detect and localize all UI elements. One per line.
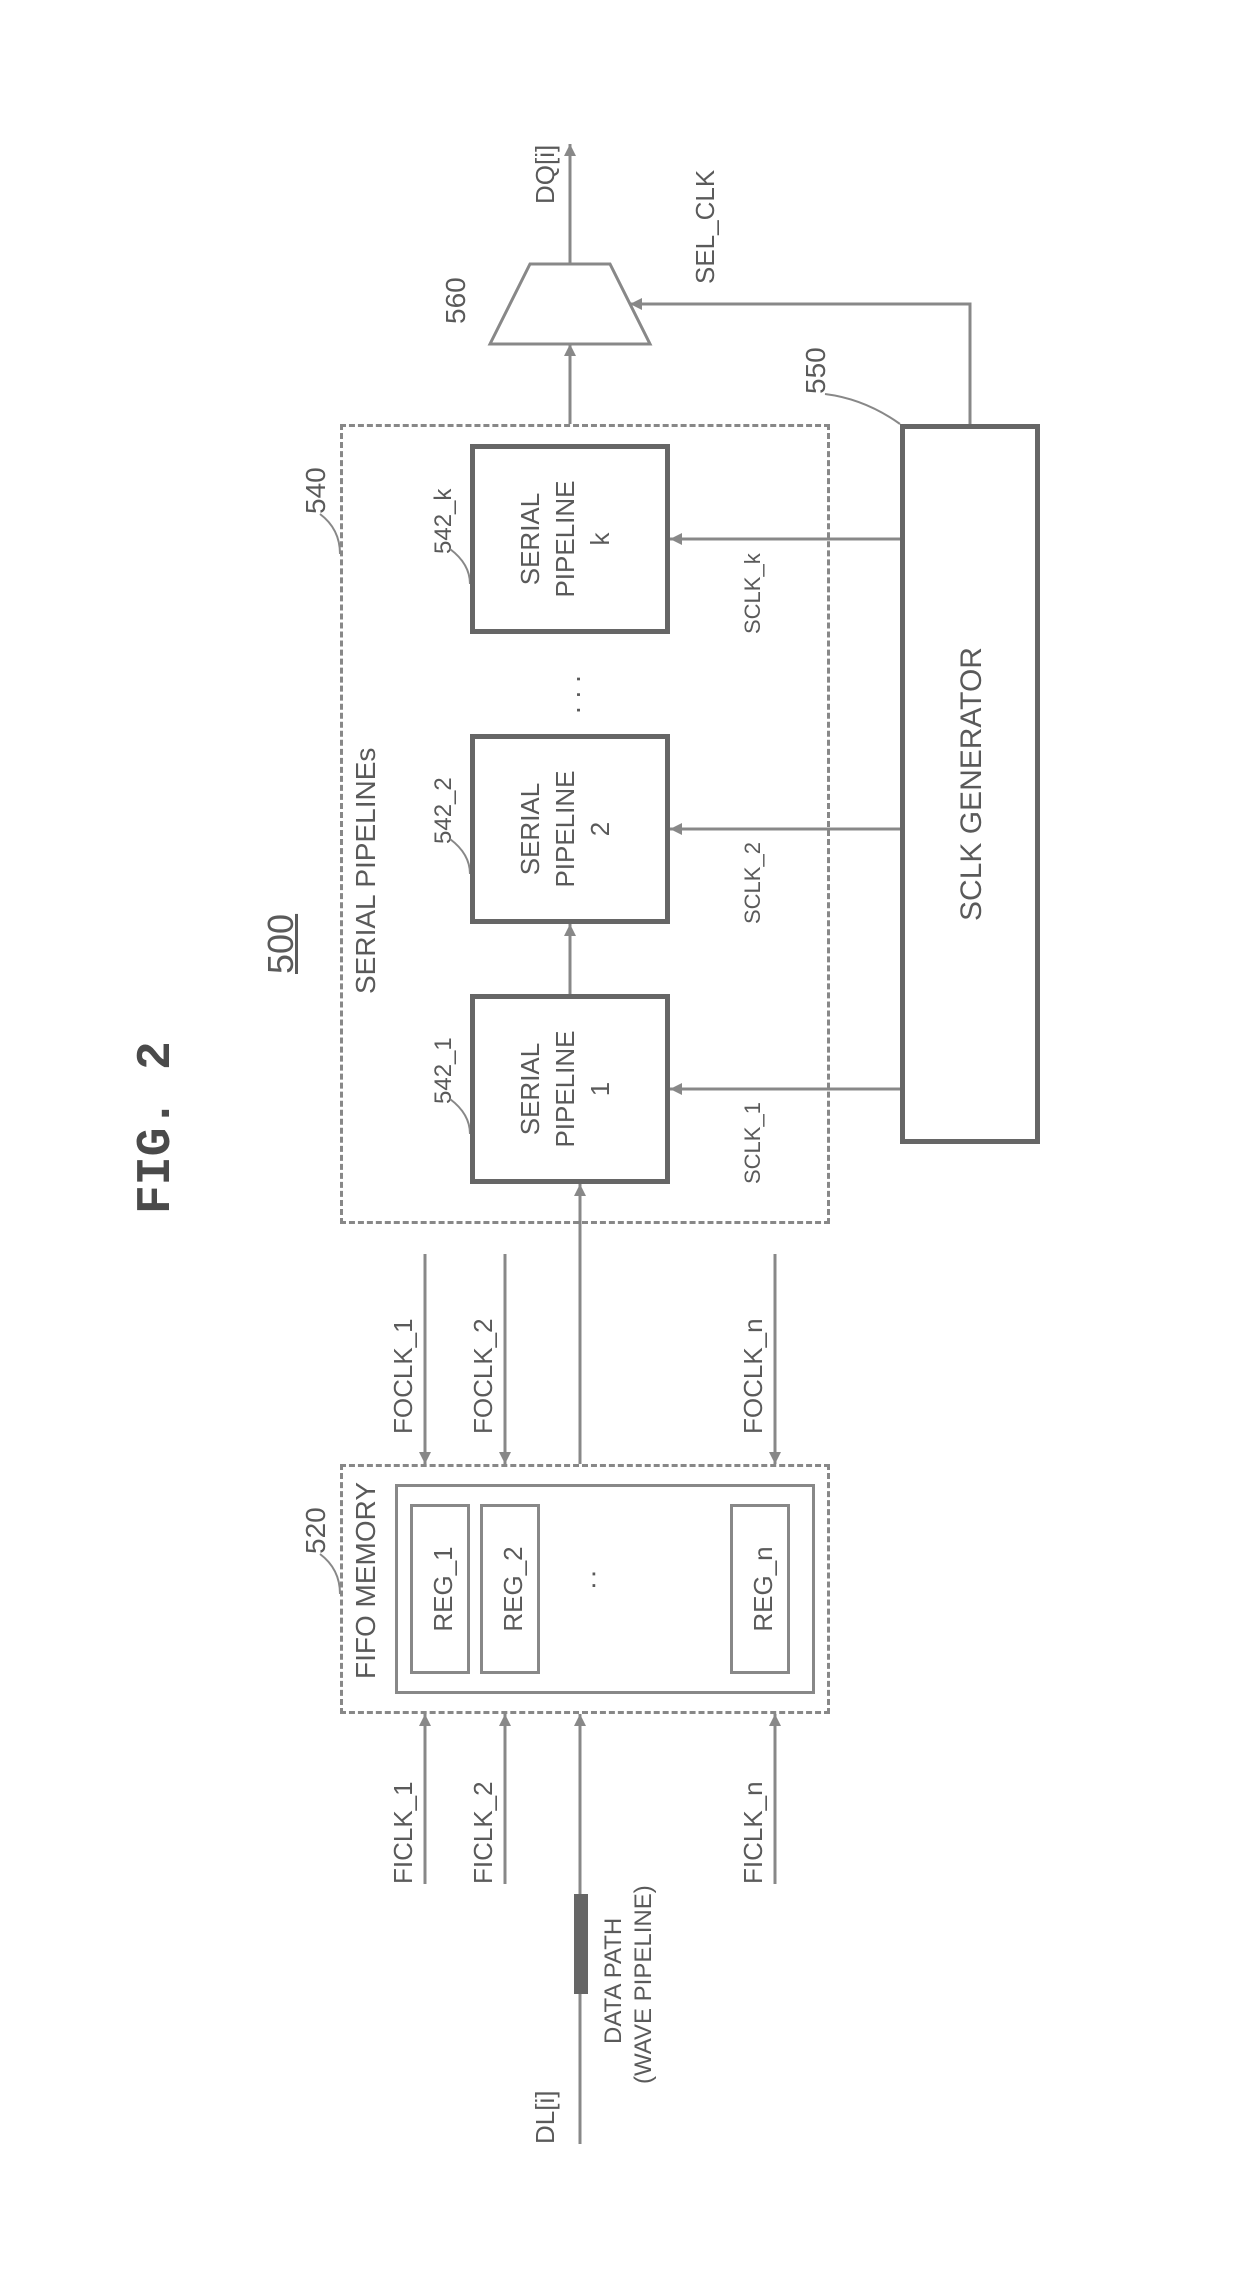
foclk-1-label: FOCLK_1 xyxy=(388,1318,419,1434)
serial-to-mux-line xyxy=(565,344,575,424)
pipe-1-ref: 542_1 xyxy=(430,1037,458,1104)
fifo-to-serial-line xyxy=(575,1184,585,1464)
pipe-k-l2: PIPELINE xyxy=(550,449,581,629)
reg-dots: : xyxy=(590,1562,602,1594)
fifo-ref-520: 520 xyxy=(300,1507,332,1554)
reg-1-label: REG_1 xyxy=(428,1507,459,1671)
foclk-1-line xyxy=(420,1254,430,1464)
pipe-2-ref: 542_2 xyxy=(430,777,458,844)
output-label: DQ[i] xyxy=(530,145,561,204)
foclk-n-label: FOCLK_n xyxy=(738,1318,769,1434)
output-line xyxy=(565,144,575,264)
mux-shape xyxy=(490,264,650,344)
mux-ref-560: 560 xyxy=(440,277,472,324)
datapath-label-2: (WAVE PIPELINE) xyxy=(630,1885,658,2084)
ficlk-2-label: FICLK_2 xyxy=(468,1781,499,1884)
ficlk-1-label: FICLK_1 xyxy=(388,1781,419,1884)
pipe-1-l2: PIPELINE xyxy=(550,999,581,1179)
pipe-k-box: SERIAL PIPELINE k xyxy=(470,444,670,634)
datapath-label-1: DATA PATH xyxy=(600,1918,628,2044)
sclk-k-label: SCLK_k xyxy=(740,553,766,634)
pipe-dots: . . . xyxy=(555,675,587,714)
sclk-generator-label: SCLK GENERATOR xyxy=(955,429,989,1139)
pipe-1-l1: SERIAL xyxy=(515,999,546,1179)
pipe-2-box: SERIAL PIPELINE 2 xyxy=(470,734,670,924)
reg-n-box: REG_n xyxy=(730,1504,790,1674)
ficlk-n-label: FICLK_n xyxy=(738,1781,769,1884)
serial-ref-540: 540 xyxy=(300,467,332,514)
sclk-1-label: SCLK_1 xyxy=(740,1102,766,1184)
reg-n-label: REG_n xyxy=(748,1507,779,1671)
pipe-1-l3: 1 xyxy=(585,999,616,1179)
reg-1-box: REG_1 xyxy=(410,1504,470,1674)
block-id-500: 500 xyxy=(260,914,302,974)
ficlk-1-line xyxy=(420,1714,430,1884)
pipe-k-ref: 542_k xyxy=(430,489,458,554)
sclk-gen-ref-550: 550 xyxy=(800,347,832,394)
foclk-n-line xyxy=(770,1254,780,1464)
pipe-k-l3: k xyxy=(585,449,616,629)
serial-pipelines-title: SERIAL PIPELINEs xyxy=(350,748,382,994)
foclk-2-line xyxy=(500,1254,510,1464)
pipe-k-l1: SERIAL xyxy=(515,449,546,629)
pipe-1-box: SERIAL PIPELINE 1 xyxy=(470,994,670,1184)
pipe-2-l3: 2 xyxy=(585,739,616,919)
fifo-memory-title: FIFO MEMORY xyxy=(350,1482,382,1679)
pipe-2-l1: SERIAL xyxy=(515,739,546,919)
sclk-gen-leader xyxy=(825,384,905,424)
sclk-generator-box: SCLK GENERATOR xyxy=(900,424,1040,1144)
diagram-root: FIG. 2 500 DL[i] DATA PATH (WAVE PIPELIN… xyxy=(120,94,1120,2194)
pipe-2-l2: PIPELINE xyxy=(550,739,581,919)
reg-2-label: REG_2 xyxy=(498,1507,529,1671)
reg-2-box: REG_2 xyxy=(480,1504,540,1674)
input-signal-label: DL[i] xyxy=(530,2091,561,2144)
ficlk-2-line xyxy=(500,1714,510,1884)
foclk-2-label: FOCLK_2 xyxy=(468,1318,499,1434)
figure-title: FIG. 2 xyxy=(130,1041,184,1214)
sel-clk-label: SEL_CLK xyxy=(690,170,721,284)
ficlk-n-line xyxy=(770,1714,780,1884)
sclk-2-label: SCLK_2 xyxy=(740,842,766,924)
